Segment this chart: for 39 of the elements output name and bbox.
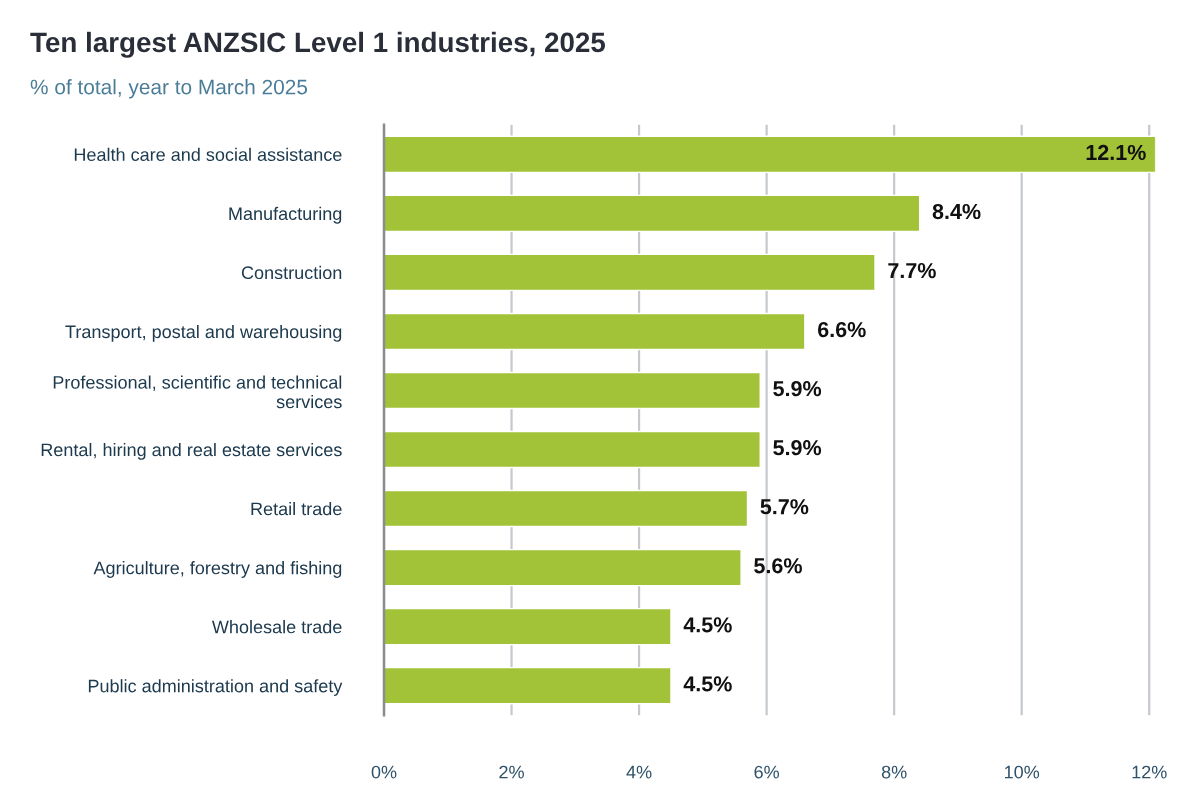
data-label: 5.9% <box>773 440 822 456</box>
bar <box>384 194 921 233</box>
bar <box>384 135 1156 174</box>
x-tick-label: 4% <box>626 765 652 779</box>
x-tick-label: 2% <box>499 765 524 779</box>
y-tick-label: Wholesale trade <box>211 620 342 634</box>
bar <box>384 253 876 292</box>
x-tick-label: 12% <box>1132 765 1167 779</box>
y-tick-label: Manufacturing <box>229 206 342 224</box>
data-label: 5.7% <box>760 499 809 515</box>
x-tick-label: 0% <box>371 765 397 779</box>
bar <box>384 371 761 410</box>
bar <box>384 666 672 705</box>
data-label: 7.7% <box>888 262 936 279</box>
data-label: 6.6% <box>818 321 866 338</box>
bar <box>384 607 672 646</box>
x-tick-label: 8% <box>881 765 907 779</box>
bar <box>384 312 806 351</box>
y-tick-label: Public administration and safety <box>88 679 343 696</box>
chart-title: Ten largest ANZSIC Level 1 industries, 2025 <box>30 31 606 58</box>
y-tick-label: Retail trade <box>251 502 342 516</box>
bar <box>384 548 742 587</box>
y-tick-label: Professional, scientific and technical services <box>53 375 342 409</box>
y-tick-label: Health care and social assistance <box>74 147 342 162</box>
x-tick-label: 6% <box>754 765 780 779</box>
data-label: 8.4% <box>932 203 981 220</box>
data-label: 4.5% <box>683 676 732 692</box>
data-label: 12.1% <box>1086 144 1146 161</box>
x-tick-label: 10% <box>1004 765 1040 779</box>
bar <box>384 430 761 469</box>
data-label: 5.6% <box>754 558 802 574</box>
text: % of total, year to March 2025 <box>30 79 308 99</box>
bar <box>384 489 749 528</box>
y-tick-label: Construction <box>241 265 342 280</box>
y-tick-label: Transport, postal and warehousing <box>65 324 342 342</box>
y-tick-label: Rental, hiring and real estate services <box>41 442 342 460</box>
data-label: 5.9% <box>773 381 822 397</box>
data-label: 4.5% <box>683 617 732 633</box>
y-tick-label: Agriculture, forestry and fishing <box>93 561 342 578</box>
